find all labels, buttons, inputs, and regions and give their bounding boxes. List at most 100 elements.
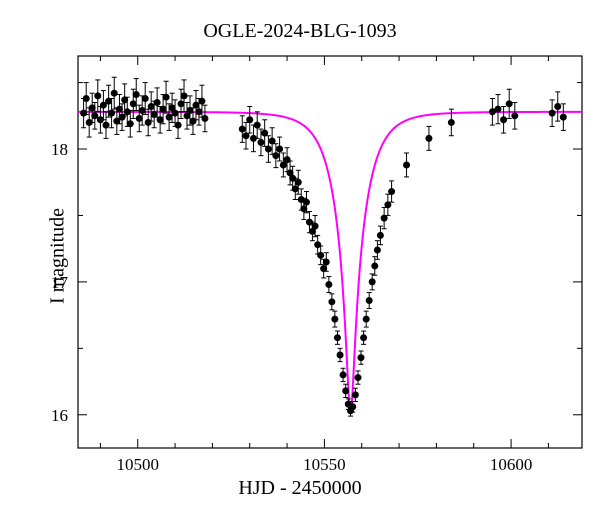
data-point — [323, 259, 329, 265]
data-point — [385, 202, 391, 208]
data-point — [334, 335, 340, 341]
data-point — [187, 107, 193, 113]
data-point — [269, 138, 275, 144]
data-point — [560, 114, 566, 120]
data-point — [83, 96, 89, 102]
data-point — [190, 118, 196, 124]
data-point — [136, 115, 142, 121]
y-tick-label: 18 — [51, 140, 68, 159]
data-point — [277, 146, 283, 152]
y-tick-label: 17 — [51, 273, 69, 292]
data-point — [89, 105, 95, 111]
data-point — [178, 101, 184, 107]
data-point — [119, 114, 125, 120]
data-point — [166, 114, 172, 120]
data-point — [114, 118, 120, 124]
data-point — [139, 107, 145, 113]
data-point — [372, 263, 378, 269]
data-point — [154, 100, 160, 106]
data-point — [448, 119, 454, 125]
data-point — [103, 122, 109, 128]
data-point — [202, 115, 208, 121]
data-point — [292, 186, 298, 192]
data-point — [262, 130, 268, 136]
data-point — [506, 101, 512, 107]
data-point — [273, 153, 279, 159]
data-point — [100, 102, 106, 108]
data-point — [329, 299, 335, 305]
data-point — [81, 110, 87, 116]
data-point — [145, 119, 151, 125]
data-point — [109, 110, 115, 116]
data-point — [247, 117, 253, 123]
data-point — [160, 106, 166, 112]
data-point — [366, 298, 372, 304]
chart-svg: 10500 10550 10600 16 17 18 — [0, 0, 600, 512]
data-point — [326, 282, 332, 288]
data-point — [111, 90, 117, 96]
data-point — [332, 316, 338, 322]
data-point — [343, 388, 349, 394]
data-point — [92, 113, 98, 119]
data-point — [106, 98, 112, 104]
data-point — [116, 106, 122, 112]
data-point — [127, 121, 133, 127]
data-point — [265, 146, 271, 152]
data-point — [489, 109, 495, 115]
data-point — [549, 110, 555, 116]
data-point — [284, 157, 290, 163]
data-point — [381, 215, 387, 221]
data-point — [163, 94, 169, 100]
data-point — [133, 92, 139, 98]
data-point — [352, 392, 358, 398]
data-point — [122, 97, 128, 103]
data-point — [340, 372, 346, 378]
data-point — [426, 135, 432, 141]
data-point — [151, 111, 157, 117]
y-tick-label: 16 — [51, 406, 68, 425]
data-point — [142, 96, 148, 102]
data-point — [280, 162, 286, 168]
data-point — [199, 98, 205, 104]
data-point — [295, 179, 301, 185]
data-point — [350, 404, 356, 410]
data-point — [243, 133, 249, 139]
data-point — [361, 335, 367, 341]
data-point — [193, 102, 199, 108]
data-point — [358, 355, 364, 361]
model-curve — [78, 112, 582, 412]
data-point — [196, 109, 202, 115]
data-point — [321, 266, 327, 272]
data-point — [315, 242, 321, 248]
data-point — [363, 316, 369, 322]
data-point — [389, 189, 395, 195]
data-point — [175, 122, 181, 128]
data-point — [239, 126, 245, 132]
data-point — [258, 139, 264, 145]
data-point — [355, 375, 361, 381]
data-point — [303, 199, 309, 205]
data-point — [130, 101, 136, 107]
data-point — [495, 106, 501, 112]
data-point — [124, 109, 130, 115]
data-point — [318, 252, 324, 258]
data-point — [172, 110, 178, 116]
data-point — [301, 206, 307, 212]
data-point — [501, 117, 507, 123]
data-point — [95, 93, 101, 99]
data-point — [254, 122, 260, 128]
x-tick-label: 10550 — [303, 455, 346, 474]
data-point — [404, 162, 410, 168]
data-point — [377, 232, 383, 238]
data-point — [181, 93, 187, 99]
data-point — [512, 113, 518, 119]
data-point — [148, 103, 154, 109]
x-tick-label: 10600 — [490, 455, 533, 474]
x-tick-label: 10500 — [116, 455, 159, 474]
data-point — [369, 279, 375, 285]
data-point — [157, 117, 163, 123]
data-point — [312, 223, 318, 229]
data-point — [555, 103, 561, 109]
chart-container: OGLE-2024-BLG-1093 I magnitude HJD - 245… — [0, 0, 600, 512]
data-point — [337, 352, 343, 358]
